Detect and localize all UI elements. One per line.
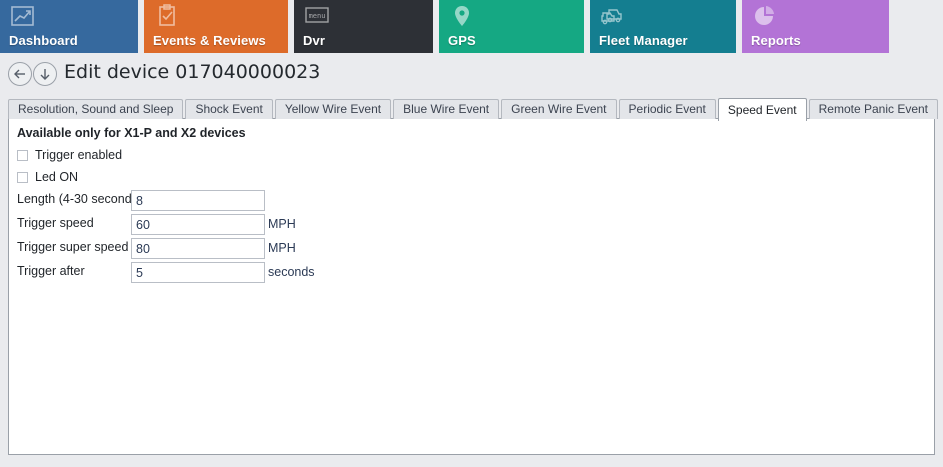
- page-title: Edit device 017040000023: [64, 61, 321, 83]
- svg-text:menu: menu: [309, 12, 326, 20]
- nav-tile-label: Reports: [751, 33, 801, 48]
- trigger-after-input[interactable]: [131, 262, 265, 283]
- tab-green-wire-event[interactable]: Green Wire Event: [501, 99, 617, 119]
- back-button[interactable]: [8, 62, 32, 86]
- down-arrow-icon: [40, 69, 50, 80]
- trigger-after-unit: seconds: [268, 265, 315, 279]
- nav-tile-reports[interactable]: Reports: [742, 0, 889, 53]
- trigger-super-speed-label: Trigger super speed: [17, 240, 129, 254]
- speed-event-panel: Available only for X1-P and X2 devices T…: [8, 118, 935, 455]
- trigger-enabled-label: Trigger enabled: [35, 148, 123, 162]
- trigger-super-speed-input[interactable]: [131, 238, 265, 259]
- trigger-enabled-checkbox[interactable]: [17, 149, 28, 161]
- length-label: Length (4-30 seconds): [17, 192, 143, 206]
- nav-tile-label: GPS: [448, 33, 476, 48]
- nav-tile-events-reviews[interactable]: Events & Reviews: [144, 0, 288, 53]
- nav-tile-dashboard[interactable]: Dashboard: [0, 0, 138, 53]
- trigger-speed-input[interactable]: [131, 214, 265, 235]
- tab-periodic-event[interactable]: Periodic Event: [618, 99, 716, 119]
- trigger-enabled-row[interactable]: Trigger enabled: [17, 147, 122, 163]
- title-bar: Edit device 017040000023: [0, 53, 943, 94]
- nav-tile-gps[interactable]: GPS: [439, 0, 584, 53]
- nav-tile-fleet-manager[interactable]: Fleet Manager: [590, 0, 736, 53]
- led-on-checkbox[interactable]: [17, 171, 28, 183]
- pie-chart-icon: [752, 4, 778, 28]
- nav-tile-label: Fleet Manager: [599, 33, 688, 48]
- cars-icon: [600, 4, 626, 28]
- led-on-label: Led ON: [35, 170, 79, 184]
- top-navigation: Dashboard Events & Reviews menu Dvr GPS …: [0, 0, 943, 53]
- tab-remote-panic-event[interactable]: Remote Panic Event: [808, 99, 938, 119]
- trigger-after-label: Trigger after: [17, 264, 85, 278]
- availability-notice: Available only for X1-P and X2 devices: [17, 126, 246, 140]
- map-pin-icon: [449, 4, 475, 28]
- trigger-speed-label: Trigger speed: [17, 216, 94, 230]
- trigger-speed-unit: MPH: [268, 217, 296, 231]
- length-input[interactable]: [131, 190, 265, 211]
- clipboard-check-icon: [154, 4, 180, 28]
- nav-tile-dvr[interactable]: menu Dvr: [294, 0, 433, 53]
- nav-tile-label: Dvr: [303, 33, 325, 48]
- tab-resolution-sound-and-sleep[interactable]: Resolution, Sound and Sleep: [8, 99, 184, 119]
- monitor-icon: menu: [304, 4, 330, 28]
- trigger-super-speed-unit: MPH: [268, 241, 296, 255]
- chart-trend-icon: [10, 4, 36, 28]
- tab-bar: Resolution, Sound and Sleep Shock Event …: [8, 98, 940, 121]
- down-button[interactable]: [33, 62, 57, 86]
- nav-tile-label: Dashboard: [9, 33, 78, 48]
- tab-yellow-wire-event[interactable]: Yellow Wire Event: [274, 99, 392, 119]
- tab-shock-event[interactable]: Shock Event: [185, 99, 273, 119]
- back-arrow-icon: [14, 69, 25, 79]
- led-on-row[interactable]: Led ON: [17, 169, 78, 185]
- nav-tile-label: Events & Reviews: [153, 33, 266, 48]
- tab-blue-wire-event[interactable]: Blue Wire Event: [393, 99, 500, 119]
- tab-speed-event[interactable]: Speed Event: [717, 98, 807, 121]
